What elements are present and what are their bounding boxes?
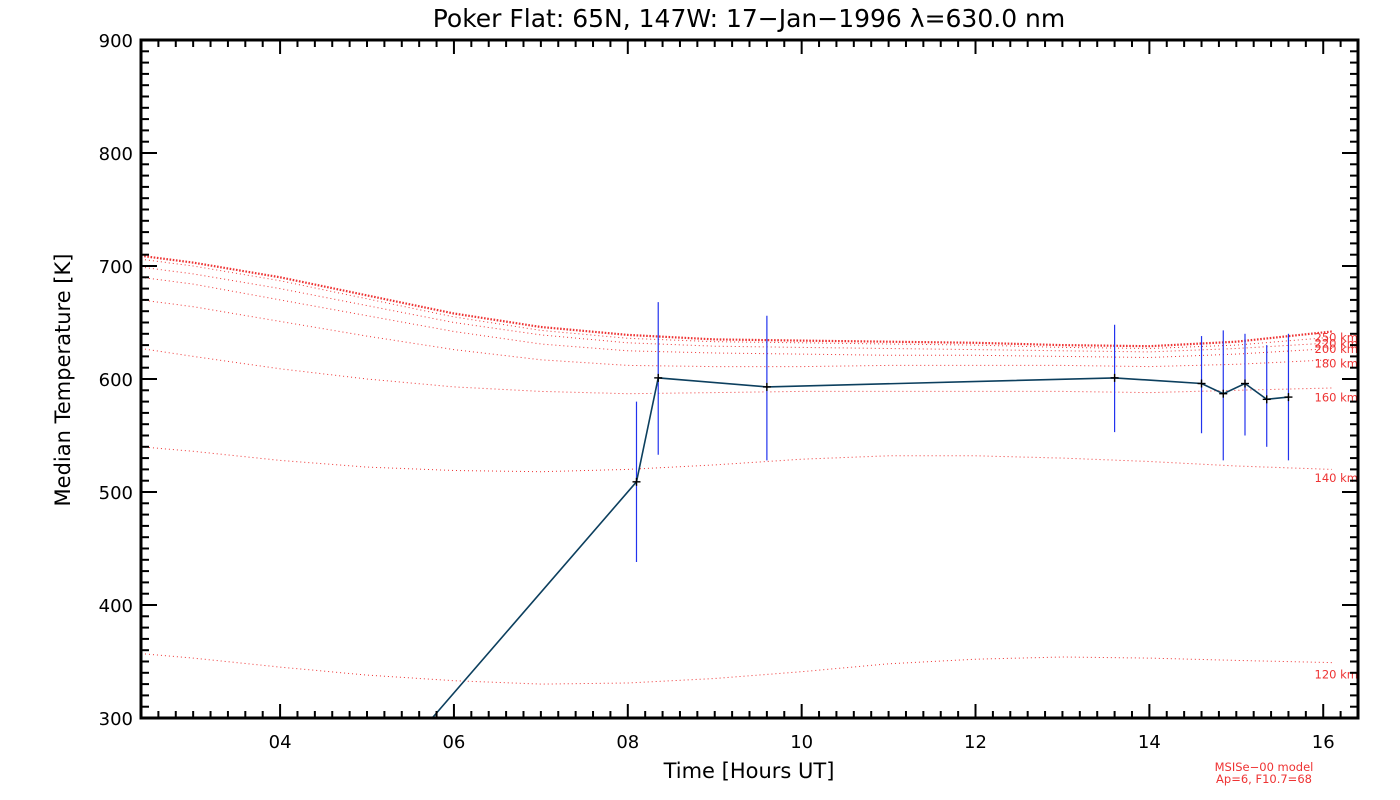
model-curve-label: 140 km [1315,471,1358,485]
y-axis-label: Median Temperature [K] [51,254,75,507]
footnote-line: MSISe−00 model [1215,760,1314,774]
model-curve-label: 160 km [1315,391,1358,405]
temperature-line [431,377,1289,718]
model-curve-label: 180 km [1315,357,1358,371]
footnote-line: Ap=6, F10.7=68 [1216,772,1312,786]
y-tick-label: 700 [99,257,133,278]
x-tick-label: 12 [964,732,987,753]
model-curve-label: 120 km [1315,667,1358,681]
y-tick-label: 300 [99,709,133,730]
y-tick-label: 900 [99,31,133,52]
model-curve [141,258,1332,350]
model-curve [141,254,1333,348]
chart-title: Poker Flat: 65N, 147W: 17−Jan−1996 λ=630… [433,4,1066,33]
y-tick-label: 600 [99,370,133,391]
x-tick-label: 06 [442,732,465,753]
model-curve [141,348,1332,395]
axes: 04 06 08 10 12 14 16 300 400 500 600 700 800 900 [99,31,1360,753]
model-curve [141,299,1332,368]
model-curve [141,653,1332,685]
y-tick-label: 800 [99,144,133,165]
model-curve-label: 200 km [1315,342,1358,356]
model-curve-label: 220 km [1315,336,1358,350]
model-curve-label: 250 km [1315,331,1358,345]
y-tick-label: 500 [99,483,133,504]
x-tick-label: 14 [1138,732,1161,753]
x-tick-label: 16 [1312,732,1335,753]
y-tick-label: 400 [99,596,133,617]
plot-frame [139,38,1360,720]
data-series [431,302,1293,718]
x-axis-label: Time [Hours UT] [663,759,835,783]
x-tick-label: 08 [616,732,639,753]
model-curve [141,276,1332,359]
model-curve [141,446,1332,473]
x-tick-label: 10 [790,732,813,753]
x-tick-label: 04 [269,732,292,753]
